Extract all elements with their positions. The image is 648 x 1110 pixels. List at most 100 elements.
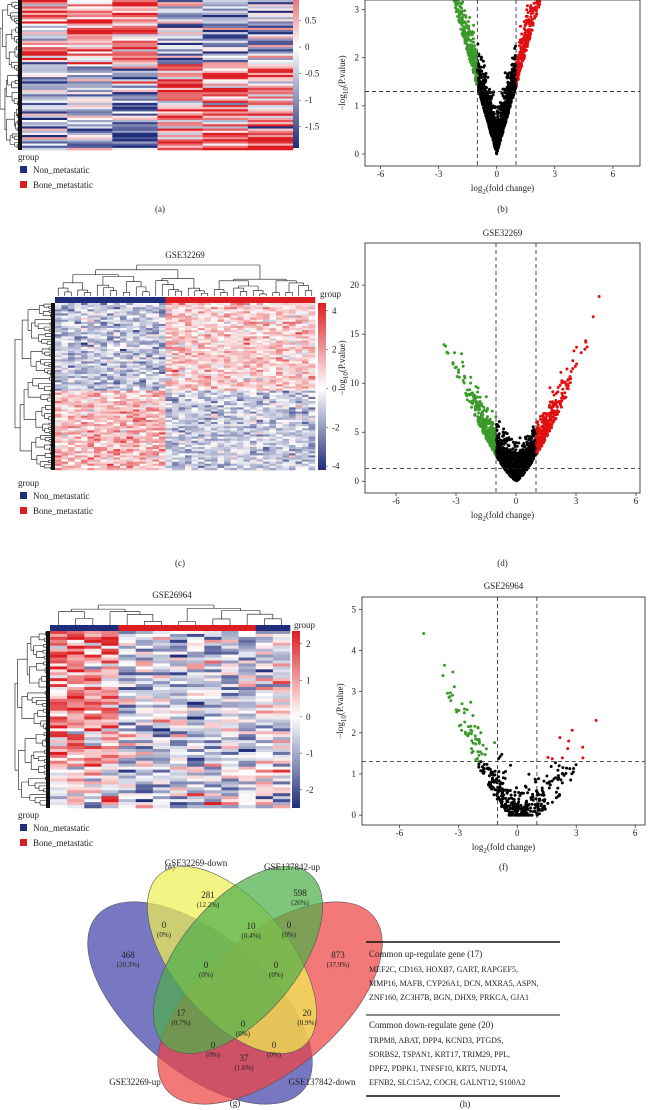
heatmap-cell bbox=[112, 53, 158, 57]
heatmap-cell bbox=[67, 107, 113, 110]
heatmap-cell bbox=[282, 365, 290, 369]
heatmap-cell bbox=[276, 432, 283, 435]
heatmap-cell bbox=[126, 459, 134, 462]
heatmap-cell bbox=[308, 459, 316, 462]
heatmap-cell bbox=[247, 117, 294, 121]
heatmap-cell bbox=[94, 430, 101, 433]
heatmap-cell bbox=[74, 403, 82, 406]
heatmap-cell bbox=[126, 376, 134, 379]
heatmap-cell bbox=[238, 787, 257, 791]
heatmap-cell bbox=[112, 132, 158, 136]
heatmap-cell bbox=[250, 465, 257, 469]
heatmap-cell bbox=[81, 328, 88, 331]
heatmap-cell bbox=[289, 305, 296, 308]
heatmap-cell bbox=[238, 657, 257, 661]
heatmap-cell bbox=[256, 309, 264, 312]
heatmap-cell bbox=[55, 367, 62, 371]
heatmap-cell bbox=[67, 147, 113, 151]
heatmap-cell bbox=[133, 317, 140, 320]
heatmap-cell bbox=[87, 361, 95, 364]
heatmap-cell bbox=[295, 436, 303, 439]
heatmap-cell bbox=[204, 417, 212, 421]
heatmap-cell bbox=[308, 394, 316, 398]
heatmap-cell bbox=[67, 769, 85, 773]
heatmap-cell bbox=[237, 348, 244, 352]
heatmap-cell bbox=[276, 386, 283, 389]
heatmap-cell bbox=[250, 403, 257, 406]
heatmap-cell bbox=[74, 307, 82, 310]
heatmap-cell bbox=[308, 388, 316, 391]
heatmap-cell bbox=[276, 451, 283, 454]
heatmap-cell bbox=[107, 334, 114, 337]
heatmap-cell bbox=[126, 442, 134, 446]
heatmap-cell bbox=[139, 465, 147, 469]
heatmap-cell bbox=[204, 369, 212, 373]
heatmap-cell bbox=[112, 120, 158, 123]
heatmap-cell bbox=[202, 147, 249, 151]
heatmap-cell bbox=[170, 784, 188, 788]
heatmap-cell bbox=[100, 332, 108, 335]
heatmap-cell bbox=[68, 363, 75, 366]
heatmap-cell bbox=[250, 303, 257, 306]
heatmap-cell bbox=[204, 440, 212, 444]
heatmap-cell bbox=[135, 681, 154, 685]
heatmap-cell bbox=[146, 359, 153, 362]
heatmap-cell bbox=[112, 128, 158, 132]
heatmap-cell bbox=[217, 463, 225, 467]
heatmap-cell bbox=[152, 303, 160, 306]
heatmap-cell bbox=[282, 313, 290, 316]
heatmap-cell bbox=[172, 323, 179, 327]
heatmap-cell bbox=[157, 70, 203, 74]
heatmap-cell bbox=[185, 421, 192, 425]
heatmap-cell bbox=[94, 307, 101, 310]
heatmap-cell bbox=[308, 323, 316, 327]
heatmap-cell bbox=[295, 388, 303, 391]
heatmap-cell bbox=[238, 778, 257, 782]
heatmap-cell bbox=[67, 130, 113, 134]
heatmap-cell bbox=[139, 428, 147, 431]
heatmap-cell bbox=[113, 321, 121, 325]
heatmap-cell bbox=[211, 407, 218, 410]
heatmap-cell bbox=[81, 363, 88, 366]
heatmap-cell bbox=[67, 737, 85, 741]
heatmap-cell bbox=[250, 355, 257, 358]
heatmap-cell bbox=[67, 137, 113, 140]
heatmap-cell bbox=[237, 376, 244, 379]
heatmap-cell bbox=[81, 413, 88, 417]
heatmap-cell bbox=[185, 411, 192, 414]
heatmap-cell bbox=[112, 85, 158, 89]
heatmap-cell bbox=[198, 399, 205, 402]
heatmap-cell bbox=[238, 675, 257, 679]
heatmap-cell bbox=[113, 371, 121, 375]
heatmap-cell bbox=[289, 417, 296, 421]
heatmap-cell bbox=[133, 334, 140, 337]
heatmap-cell bbox=[221, 663, 239, 667]
heatmap-cell bbox=[185, 417, 192, 421]
heatmap-cell bbox=[255, 719, 274, 723]
heatmap-cell bbox=[185, 357, 192, 360]
heatmap-cell bbox=[230, 388, 238, 391]
heatmap-cell bbox=[178, 309, 186, 312]
heatmap-cell bbox=[282, 311, 290, 314]
heatmap-cell bbox=[165, 442, 173, 446]
heatmap-cell bbox=[112, 100, 158, 104]
heatmap-cell bbox=[282, 357, 290, 360]
heatmap-cell bbox=[135, 692, 154, 697]
heatmap-cell bbox=[133, 355, 140, 358]
heatmap-cell bbox=[118, 772, 137, 776]
heatmap-cell bbox=[282, 447, 290, 450]
heatmap-cell bbox=[256, 438, 264, 442]
volcano-point bbox=[518, 44, 521, 48]
heatmap-cell bbox=[100, 465, 108, 469]
heatmap-cell bbox=[263, 371, 270, 375]
heatmap-cell bbox=[74, 405, 82, 408]
heatmap-cell bbox=[94, 319, 101, 323]
heatmap-cell bbox=[217, 309, 225, 312]
heatmap-cell bbox=[170, 760, 188, 765]
heatmap-cell bbox=[50, 666, 68, 670]
heatmap-cell bbox=[224, 438, 231, 442]
heatmap-cell bbox=[263, 332, 270, 335]
heatmap-cell bbox=[221, 669, 239, 673]
heatmap-cell bbox=[67, 663, 85, 667]
heatmap-cell bbox=[68, 311, 75, 314]
